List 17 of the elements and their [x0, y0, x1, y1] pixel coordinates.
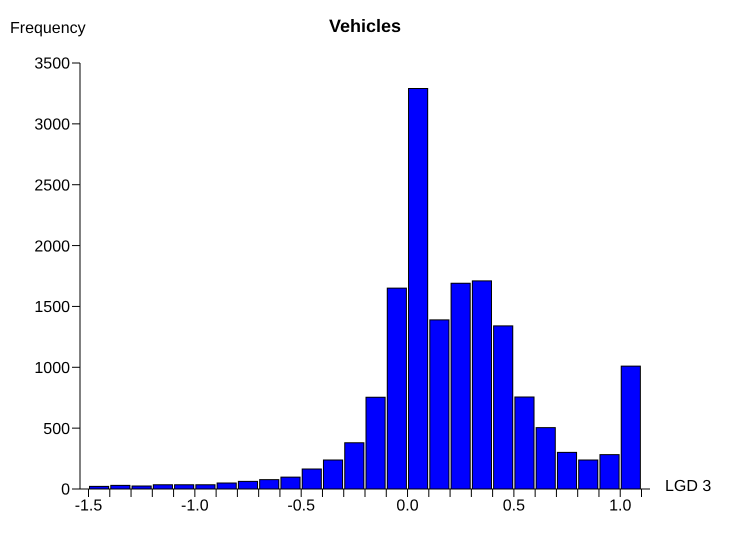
y-tick-label: 3500: [34, 56, 70, 73]
chart-title: Vehicles: [328, 16, 402, 36]
y-tick-label: 1500: [34, 299, 70, 316]
x-tick-label: 0.0: [396, 497, 419, 514]
x-tick-label: -1.0: [181, 497, 209, 514]
y-tick-label: 2000: [34, 238, 70, 256]
y-tick-label: 0: [61, 482, 70, 499]
y-tick-label: 3000: [34, 116, 70, 134]
x-tick-label: 0.5: [502, 497, 526, 514]
y-axis-title: Frequency: [10, 20, 86, 38]
y-tick-label: 1000: [34, 360, 70, 377]
x-axis-title: LGD 3: [665, 478, 712, 496]
y-tick-label: 500: [43, 420, 70, 438]
x-tick-label: -0.5: [287, 497, 316, 514]
x-tick-label: 1.0: [609, 497, 632, 514]
y-tick-label: 2500: [34, 177, 70, 194]
x-tick-label: -1.5: [74, 497, 102, 514]
